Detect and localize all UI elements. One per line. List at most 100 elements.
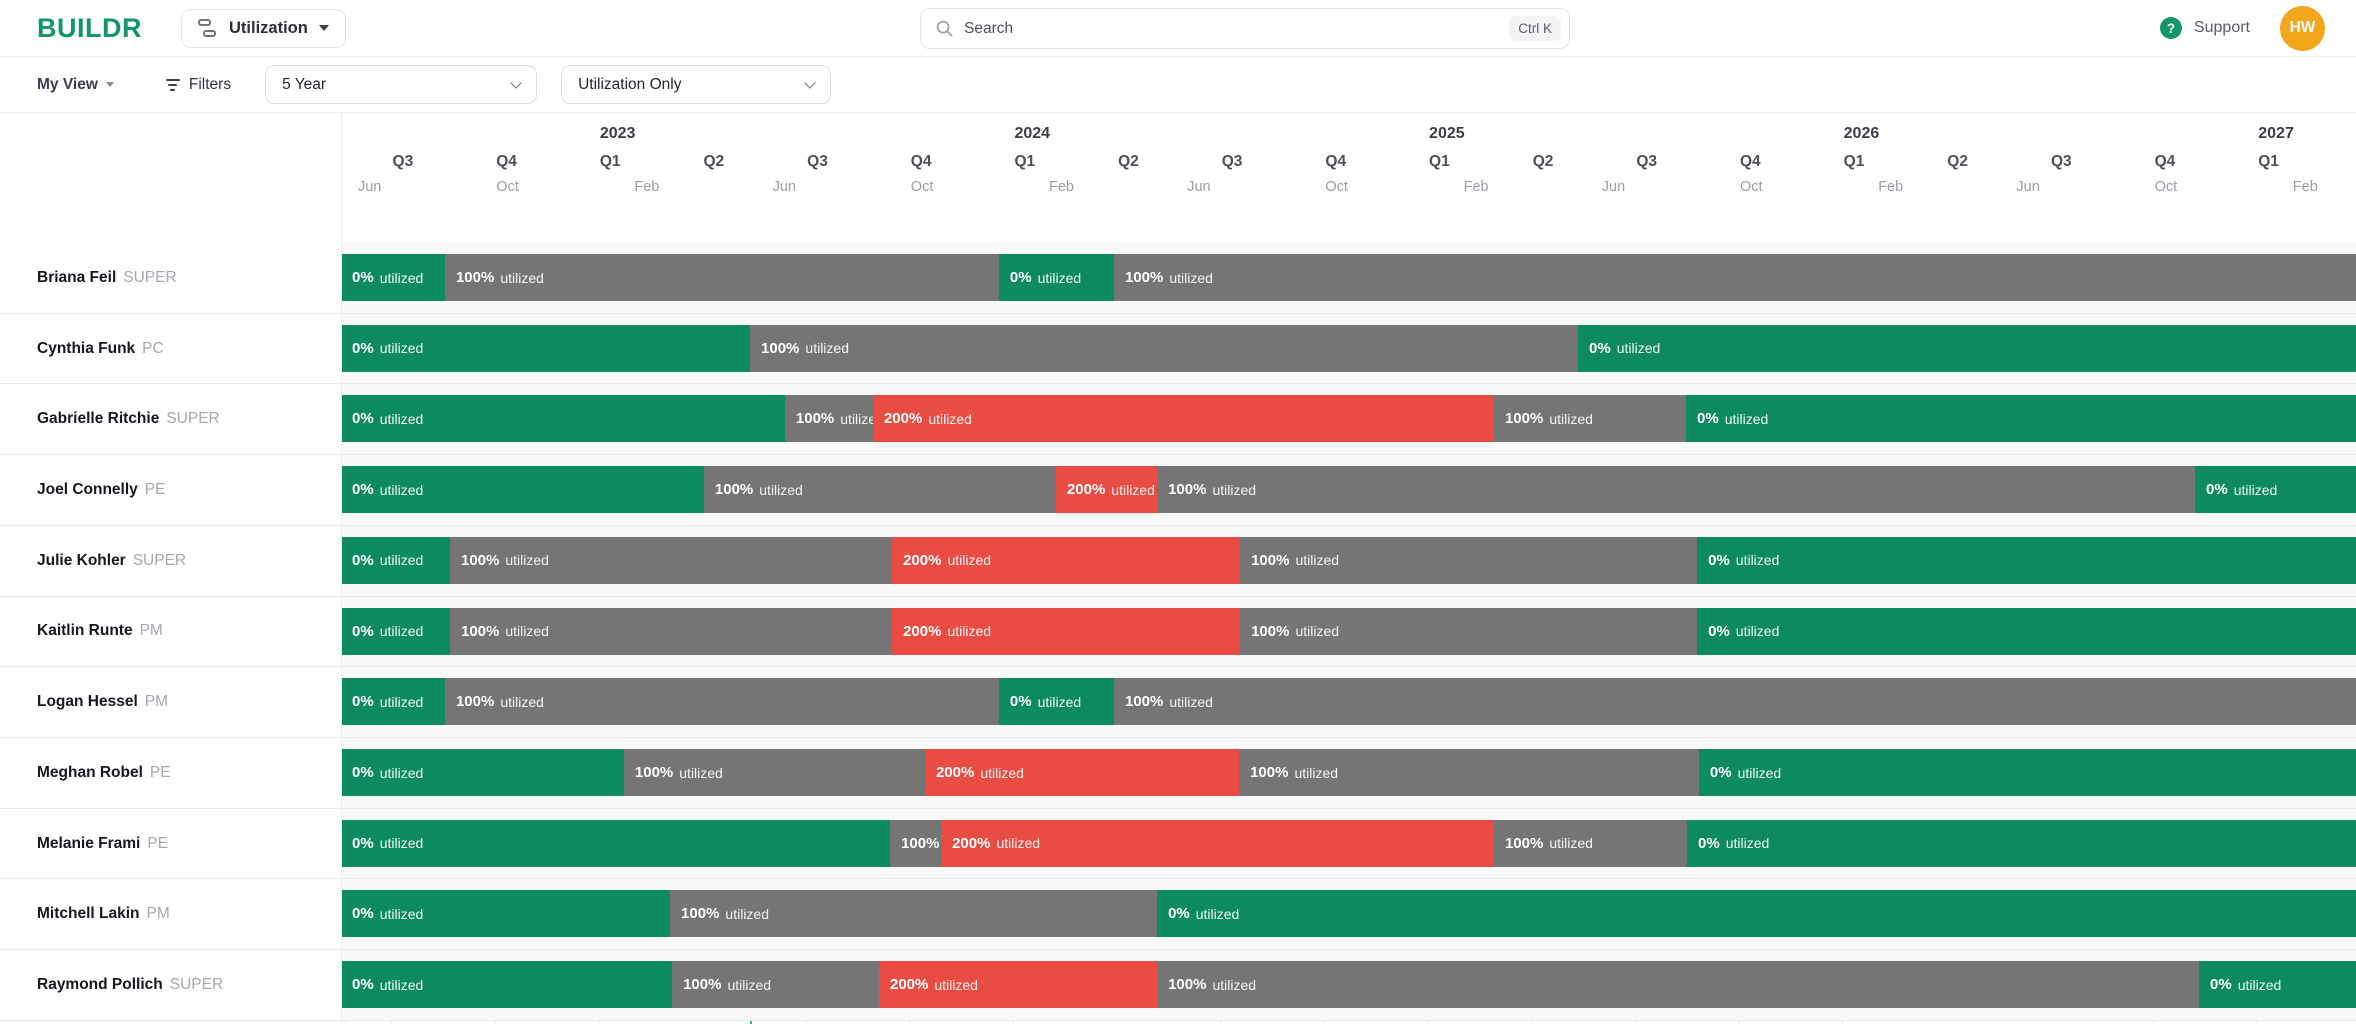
utilization-segment[interactable]: 200% utilized xyxy=(879,961,1158,1009)
utilization-segment[interactable]: 200% utilized xyxy=(892,536,1241,584)
utilization-value: 0% xyxy=(2206,481,2228,499)
utilization-suffix: utilized xyxy=(379,835,424,852)
utilization-segment[interactable]: 100%utilized xyxy=(1239,749,1699,797)
utilization-segment[interactable]: 0% utilized xyxy=(341,466,704,514)
time-range-select[interactable]: 5 Year xyxy=(265,65,538,104)
utilization-segment[interactable]: 0% utilized xyxy=(2195,466,2356,514)
utilization-suffix: utilized xyxy=(1549,410,1593,427)
support-link[interactable]: Support xyxy=(2193,19,2250,36)
view-switcher-button[interactable]: Utilization xyxy=(181,8,346,48)
quarter-label: Q3 xyxy=(807,153,828,170)
keyboard-shortcut-badge: Ctrl K xyxy=(1509,16,1561,41)
utilization-segment[interactable]: 100%utilized xyxy=(784,395,873,443)
utilization-segment[interactable]: 100%utilized xyxy=(670,890,1158,938)
resource-role: PE xyxy=(147,834,169,852)
utilization-suffix: utilized xyxy=(1735,623,1780,640)
resource-name: Cynthia Funk xyxy=(37,339,136,357)
utilization-segment[interactable]: 0% utilized xyxy=(341,749,624,797)
utilization-segment[interactable]: 0% utilized xyxy=(341,254,445,301)
display-mode-select[interactable]: Utilization Only xyxy=(561,65,832,104)
utilization-segment[interactable]: 200% utilized xyxy=(924,749,1240,797)
utilization-suffix: utilized xyxy=(1037,269,1082,286)
utilization-segment[interactable]: 100% utilized xyxy=(1493,395,1686,443)
utilization-segment[interactable]: 0% utilized xyxy=(1686,395,2356,443)
month-label: Jun xyxy=(2016,179,2040,195)
utilization-segment[interactable]: 0% utilized xyxy=(341,678,445,726)
utilization-segment[interactable]: 100%utilized xyxy=(1157,466,2195,514)
utilization-segment[interactable]: 0% utilized xyxy=(1698,749,2356,797)
utilization-value: 0% xyxy=(352,551,374,569)
utilization-suffix: utilized xyxy=(947,552,992,569)
utilization-segment[interactable]: 0% utilized xyxy=(998,254,1114,301)
avatar[interactable]: HW xyxy=(2280,5,2325,51)
utilization-segment[interactable]: 100%utilized xyxy=(1493,819,1687,867)
resource-role: PE xyxy=(144,481,166,499)
utilization-suffix: utilized xyxy=(1735,552,1780,569)
resource-name: Kaitlin Runte xyxy=(37,622,133,640)
utilization-segment[interactable]: 0% utilized xyxy=(1697,536,2356,584)
utilization-segment[interactable]: 0% utilized xyxy=(341,890,671,938)
utilization-value: 100% xyxy=(761,339,800,357)
utilization-suffix: utilized xyxy=(505,623,549,640)
utilization-segment[interactable]: 100%utilized xyxy=(1113,678,2356,726)
utilization-segment[interactable]: 200% utilized xyxy=(1055,466,1158,514)
utilization-segment[interactable]: 100%utilized xyxy=(1240,536,1698,584)
utilization-suffix: utilized xyxy=(379,623,424,640)
utilization-segment[interactable]: 200% utilized xyxy=(941,819,1494,867)
resource-row: Melanie FramiPE0%utilized100%utilized200… xyxy=(0,808,2356,880)
utilization-segment[interactable]: 100%utilized xyxy=(703,466,1056,514)
resource-role: SUPER xyxy=(123,268,177,286)
utilization-value: 0% xyxy=(1708,551,1730,569)
utilization-segment[interactable]: 100%utilized xyxy=(444,254,999,301)
utilization-segment[interactable]: 0% utilized xyxy=(341,536,450,584)
utilization-value: 0% xyxy=(352,693,374,711)
utilization-segment[interactable]: 100%utilized xyxy=(450,536,893,584)
month-label: Jun xyxy=(1601,179,1626,195)
resource-name: Julie Kohler xyxy=(37,551,126,569)
utilization-suffix: utilized xyxy=(1616,340,1661,357)
utilization-segment[interactable]: 200% utilized xyxy=(872,395,1494,443)
utilization-segment[interactable]: 0% utilized xyxy=(341,395,785,443)
utilization-segment[interactable]: 100%utilized xyxy=(890,819,942,867)
help-icon[interactable]: ? xyxy=(2159,17,2182,39)
utilization-segment[interactable]: 200% utilized xyxy=(892,607,1241,655)
filters-label: Filters xyxy=(188,75,232,93)
utilization-segment[interactable]: 100%utilized xyxy=(1157,961,2200,1009)
utilization-segment[interactable]: 0% utilized xyxy=(998,678,1114,726)
utilization-value: 100% xyxy=(1251,551,1290,569)
utilization-value: 100% xyxy=(1504,834,1544,852)
utilization-value: 100% xyxy=(1504,410,1544,428)
utilization-segment[interactable]: 100%utilized xyxy=(1113,254,2356,301)
utilization-track: 0% utilized 100% utilized 0% utilized 100% util… xyxy=(341,667,2356,738)
utilization-segment[interactable]: 100%utilized xyxy=(450,607,893,655)
utilization-segment[interactable]: 0% utilized xyxy=(341,961,673,1009)
resource-name: Raymond Pollich xyxy=(37,976,163,994)
resource-rows: Briana Feil SUPER 0% utilized 100% utilized 0%… xyxy=(0,243,2356,1024)
month-label: Feb xyxy=(1049,179,1074,195)
quarter-label: Q3 xyxy=(1221,153,1243,170)
utilization-segment[interactable]: 0% utilized xyxy=(1697,607,2356,655)
utilization-segment[interactable]: 100%utilized xyxy=(750,324,1578,372)
utilization-segment[interactable]: 100%utilized xyxy=(444,678,999,726)
utilization-segment[interactable]: 0% utilized xyxy=(341,324,751,372)
utilization-segment[interactable]: 100%utilized xyxy=(1240,607,1698,655)
my-view-menu[interactable]: My View xyxy=(37,76,114,94)
top-bar: BUILDR Utilization Ctrl K ? Support HW xyxy=(0,0,2356,57)
utilization-segment[interactable]: 0% utilized xyxy=(341,819,891,867)
utilization-segment[interactable]: 100%utilized xyxy=(672,961,879,1009)
utilization-suffix: utilized xyxy=(727,976,772,993)
utilization-segment[interactable]: 0% utilized xyxy=(1578,324,2356,372)
utilization-value: 0% xyxy=(1009,269,1032,286)
search-input[interactable] xyxy=(964,19,1510,38)
utilization-value: 0% xyxy=(352,339,374,357)
filters-button[interactable]: Filters xyxy=(165,75,232,94)
utilization-segment[interactable]: 0% utilized xyxy=(1687,819,2356,867)
utilization-segment[interactable]: 0% utilized xyxy=(341,607,450,655)
resource-name-cell: Gabrielle Ritchie SUPER xyxy=(0,384,341,455)
utilization-value: 0% xyxy=(352,905,374,923)
utilization-segment[interactable]: 0% utilized xyxy=(1157,890,2356,938)
utilization-segment[interactable]: 100%utilized xyxy=(623,749,925,797)
utilization-suffix: utilized xyxy=(379,552,424,569)
utilization-segment[interactable]: 0% utilized xyxy=(2199,961,2356,1009)
search-bar[interactable]: Ctrl K xyxy=(920,8,1570,49)
